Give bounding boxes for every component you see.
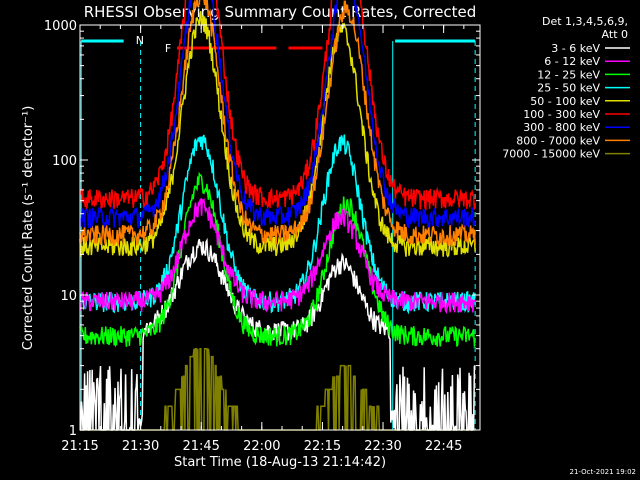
axis-ticks: 21:15 21:30 21:45 22:00 22:15 22:30 22:45 1 10 10… (44, 19, 480, 454)
chart-title: RHESSI Observing Summary Count Rates, Co… (84, 3, 477, 21)
flare-flag-label: F (165, 42, 171, 55)
legend-label: 7000 - 15000 keV (502, 148, 600, 161)
x-tick-label: 21:45 (182, 439, 219, 454)
series-line-300-800-kev (79, 0, 476, 230)
legend-label: 50 - 100 keV (530, 95, 600, 108)
x-tick-label: 22:45 (425, 439, 462, 454)
night-flag-label: N (136, 34, 144, 47)
plot-frame (79, 24, 481, 431)
legend-label: 12 - 25 keV (537, 68, 600, 81)
series-line-800-7000-kev (79, 0, 476, 249)
series-line-50-100-kev (79, 11, 476, 258)
series-line-12-25-kev (79, 171, 476, 349)
legend-label: 3 - 6 keV (551, 42, 600, 55)
legend-header-1: Det 1,3,4,5,6,9, (542, 15, 628, 28)
x-tick-label: 21:15 (61, 439, 98, 454)
y-tick-label: 100 (52, 154, 77, 169)
footer-date: 21-Oct-2021 19:02 (570, 468, 636, 476)
x-tick-label: 22:00 (243, 439, 280, 454)
series-line-100-300-kev (79, 0, 476, 211)
legend-label: 25 - 50 keV (537, 82, 600, 95)
legend-label: 100 - 300 keV (523, 108, 600, 121)
legend-label: 6 - 12 keV (544, 55, 600, 68)
legend-label: 300 - 800 keV (523, 121, 600, 134)
x-tick-label: 22:15 (304, 439, 341, 454)
x-tick-label: 22:30 (364, 439, 401, 454)
y-axis-label: Corrected Count Rate (s⁻¹ detector⁻¹) (21, 106, 36, 351)
y-tick-label: 10 (60, 289, 77, 304)
series-lines (79, 0, 476, 431)
x-axis-label: Start Time (18-Aug-13 21:14:42) (174, 455, 386, 470)
series-line-6-12-kev (79, 197, 476, 314)
y-tick-label: 1000 (44, 19, 77, 34)
legend-label: 800 - 7000 keV (516, 134, 600, 147)
y-tick-label: 1 (69, 424, 77, 439)
x-tick-label: 21:30 (122, 439, 159, 454)
legend-header-2: Att 0 (602, 28, 628, 41)
